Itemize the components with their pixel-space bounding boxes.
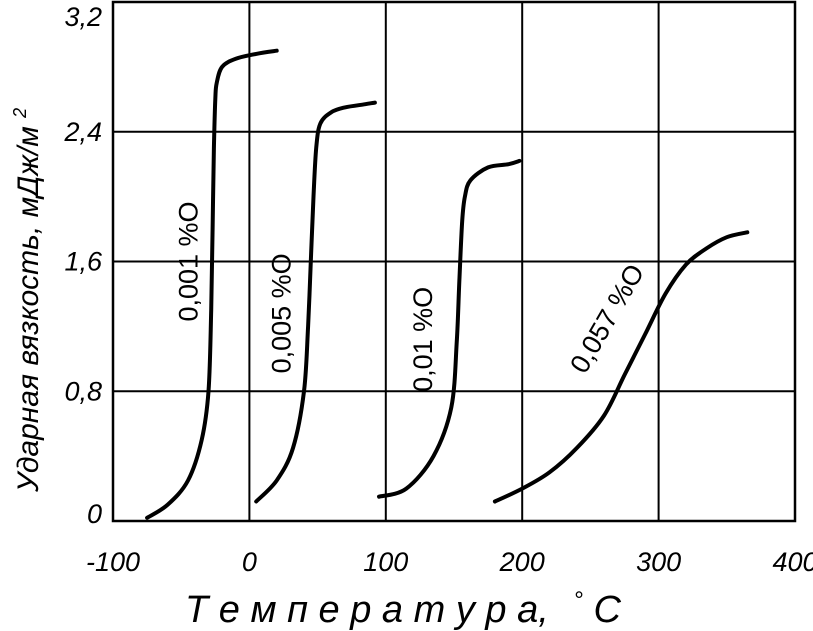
- y-tick-label: 3,2: [64, 2, 102, 32]
- grid-lines: [113, 2, 795, 521]
- y-tick-labels: 0 0,8 1,6 2,4 3,2: [63, 2, 103, 529]
- x-tick-label: 100: [363, 547, 408, 577]
- series-curves: [145, 48, 750, 520]
- series-label-1: 0,001 %O: [174, 201, 204, 321]
- y-tick-label: 1,6: [64, 247, 103, 277]
- x-tick-label: 200: [499, 547, 545, 577]
- series-curve-3: [377, 158, 522, 499]
- x-axis-label: Т е м п е р а т у р а, ° C: [185, 575, 622, 631]
- plot-frame: [111, 0, 797, 523]
- x-tick-label: 0: [242, 547, 257, 577]
- series-curve-4: [492, 230, 750, 504]
- y-tick-label: 2,4: [63, 117, 102, 147]
- y-axis-label-sup: 2: [10, 108, 30, 119]
- y-axis-label: Ударная вязкость, мДж/м 2: [10, 108, 45, 493]
- series-labels: 0,001 %O 0,005 %O 0,01 %O 0,057 %O: [174, 201, 651, 391]
- x-axis-unit: C: [594, 589, 622, 631]
- x-tick-label: -100: [86, 547, 140, 577]
- series-curve-1: [145, 48, 279, 520]
- x-tick-label: 400: [772, 547, 813, 577]
- series-label-2: 0,005 %O: [266, 253, 296, 373]
- x-axis-degree: °: [573, 587, 583, 614]
- series-curve-2: [254, 100, 377, 504]
- y-axis-label-text: Ударная вязкость, мДж/м: [12, 126, 45, 493]
- y-tick-label: 0: [87, 499, 102, 529]
- x-tick-labels: -100 0 100 200 300 400: [86, 547, 813, 577]
- x-tick-label: 300: [636, 547, 681, 577]
- series-label-3: 0,01 %O: [408, 287, 438, 392]
- series-label-4: 0,057 %O: [564, 259, 650, 378]
- y-tick-label: 0,8: [64, 376, 102, 406]
- x-axis-label-text: Т е м п е р а т у р а,: [185, 589, 549, 631]
